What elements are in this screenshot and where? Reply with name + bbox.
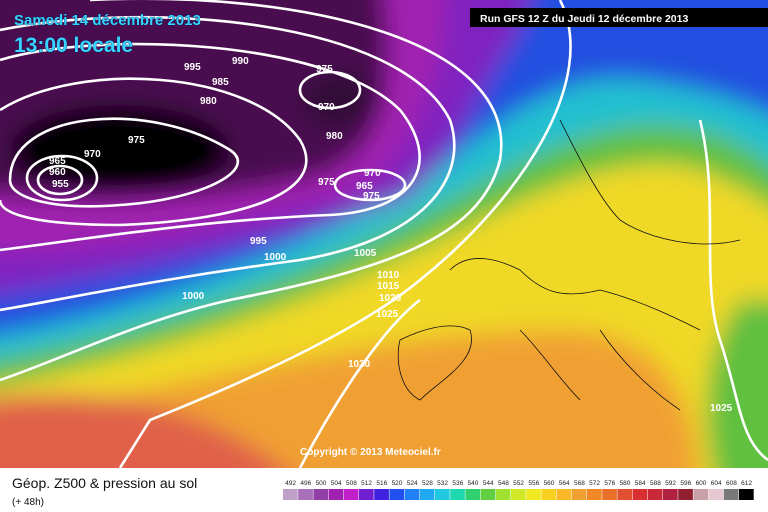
scale-label: 536 (452, 480, 463, 487)
scale-swatch (693, 489, 709, 500)
scale-swatch (328, 489, 344, 500)
scale-label: 544 (483, 480, 494, 487)
scale-swatch (283, 489, 298, 500)
isobar-label: 975 (316, 64, 333, 75)
scale-swatch (617, 489, 633, 500)
isobar-label: 1000 (264, 252, 287, 263)
scale-swatch (663, 489, 678, 500)
date: Samedi 14 décembre 2013 (14, 12, 201, 29)
isobar-label: 1005 (354, 248, 377, 259)
scale-swatch (632, 489, 648, 500)
run-info: Run GFS 12 Z du Jeudi 12 décembre 2013 (480, 13, 688, 25)
scale-swatch (465, 489, 481, 500)
scale-label: 556 (528, 480, 539, 487)
scale-swatch (359, 489, 374, 500)
scale-swatch (343, 489, 359, 500)
isobars (0, 0, 768, 468)
scale-swatch (571, 489, 587, 500)
scale-label: 540 (468, 480, 479, 487)
scale-swatch (602, 489, 617, 500)
scale-label: 568 (574, 480, 585, 487)
scale-swatch (587, 489, 602, 500)
copyright: Copyright © 2013 Meteociel.fr (300, 447, 441, 458)
isobar-label: 995 (250, 236, 267, 247)
scale-label: 600 (696, 480, 707, 487)
scale-label: 576 (604, 480, 615, 487)
scale-swatch (480, 489, 496, 500)
scale-label: 532 (437, 480, 448, 487)
field (0, 0, 768, 468)
isobar-label: 1000 (182, 291, 205, 302)
scale-label: 588 (650, 480, 661, 487)
scale-swatch (541, 489, 557, 500)
isobar-label: 975 (318, 177, 335, 188)
isobar-label: 960 (49, 167, 66, 178)
footer-lead: (+ 48h) (12, 497, 44, 508)
scale-label: 592 (665, 480, 676, 487)
isobar-label: 1025 (710, 403, 733, 414)
scale-label: 608 (726, 480, 737, 487)
isobar-label: 990 (232, 56, 249, 67)
scale-swatch (678, 489, 693, 500)
scale-swatch (389, 489, 405, 500)
scale-label: 508 (346, 480, 357, 487)
coastlines (397, 119, 741, 411)
scale-swatch (647, 489, 663, 500)
scale-swatch (374, 489, 389, 500)
scale-swatch (556, 489, 572, 500)
scale-label: 612 (741, 480, 752, 487)
scale-swatch (708, 489, 724, 500)
scale-label: 500 (316, 480, 327, 487)
isobar-label: 995 (184, 62, 201, 73)
scale-swatch (313, 489, 329, 500)
scale-label: 528 (422, 480, 433, 487)
scale-swatch (739, 489, 754, 500)
run-box (470, 8, 768, 27)
scale-swatch (526, 489, 541, 500)
scale-label: 584 (635, 480, 646, 487)
isobar-label: 975 (363, 191, 380, 202)
isobar-label: 975 (128, 135, 145, 146)
isobar-label: 1020 (379, 293, 402, 304)
scale-label: 604 (711, 480, 722, 487)
scale-swatch (298, 489, 313, 500)
isobar-label: 1015 (377, 281, 400, 292)
scale-swatch (723, 489, 739, 500)
scale-label: 560 (544, 480, 555, 487)
scale-label: 496 (300, 480, 311, 487)
isobar-label: 965 (49, 156, 66, 167)
scale-label: 552 (513, 480, 524, 487)
isobar-label: 980 (200, 96, 217, 107)
scale-label: 580 (620, 480, 631, 487)
scale-label: 520 (392, 480, 403, 487)
scale-swatch (419, 489, 435, 500)
isobar-label: 1010 (377, 270, 400, 281)
scale-swatch (511, 489, 526, 500)
scale-label: 524 (407, 480, 418, 487)
isobar-label: 970 (318, 102, 335, 113)
scale-label: 516 (376, 480, 387, 487)
scale-swatch (435, 489, 450, 500)
scale-label: 596 (680, 480, 691, 487)
isobar-label: 985 (212, 77, 229, 88)
isobar-label: 965 (356, 181, 373, 192)
scale-label: 564 (559, 480, 570, 487)
scale-swatch (450, 489, 465, 500)
scale-label: 572 (589, 480, 600, 487)
isobar-label: 970 (84, 149, 101, 160)
footer-title: Géop. Z500 & pression au sol (12, 475, 197, 491)
time: 13:00 locale (14, 34, 133, 57)
isobar-label: 980 (326, 131, 343, 142)
isobar-label: 955 (52, 179, 69, 190)
scale-label: 548 (498, 480, 509, 487)
isobar-label: 1025 (376, 309, 399, 320)
scale-swatch (404, 489, 420, 500)
scale-label: 512 (361, 480, 372, 487)
scale-label: 504 (331, 480, 342, 487)
scale-label: 492 (285, 480, 296, 487)
scale-swatch (495, 489, 511, 500)
isobar-label: 970 (364, 168, 381, 179)
isobar-label: 1030 (348, 359, 371, 370)
